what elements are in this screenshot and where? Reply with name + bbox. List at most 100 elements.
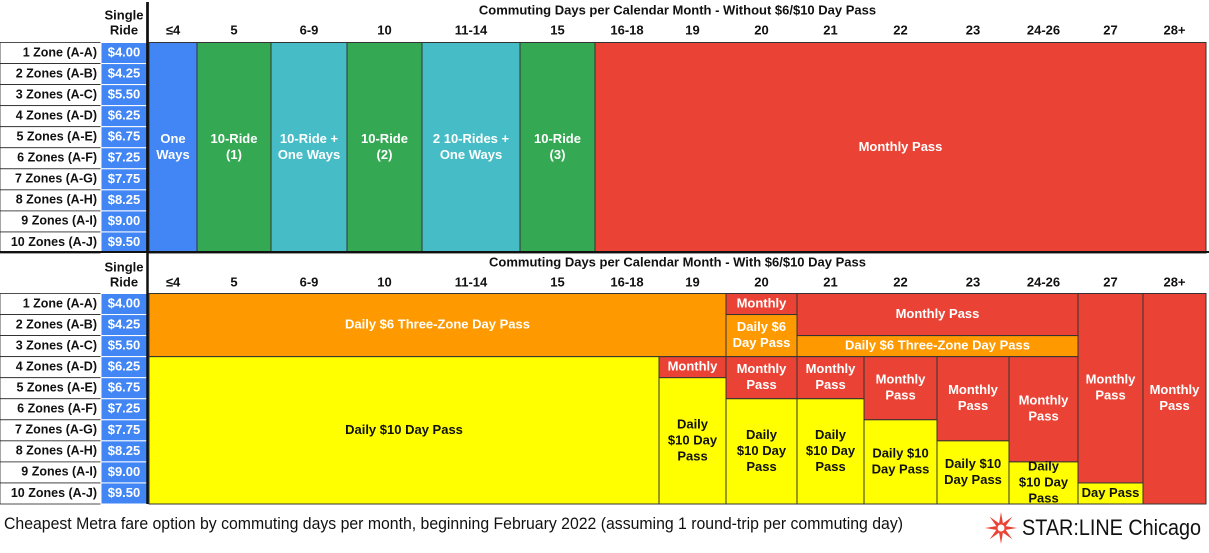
fare-option-daily-10-day-pass: [658, 377, 727, 505]
star-icon: [985, 512, 1017, 544]
fare-option-label: Daily: [1028, 458, 1060, 473]
fare-option-label: Pass: [746, 377, 776, 392]
fare-option-label: Pass: [815, 459, 845, 474]
fare-option-label: Pass: [677, 448, 707, 463]
fare-option-monthly-pass: [594, 42, 1207, 254]
day-column-header: 28+: [1163, 22, 1185, 37]
day-column-header: 22: [893, 22, 907, 37]
zone-label: 6 Zones (A-F): [17, 402, 97, 416]
fare-option-label: 10-Ride: [361, 131, 408, 146]
day-column-header: 15: [550, 22, 564, 37]
fare-option-label: Daily $6: [737, 319, 786, 334]
day-column-header: 15: [550, 274, 564, 289]
fare-value: $9.50: [108, 485, 141, 500]
zone-label: 10 Zones (A-J): [11, 235, 97, 249]
fare-option-label: Pass: [1028, 490, 1058, 505]
fare-option-monthly-pass: [936, 356, 1010, 442]
fare-option-daily-10-day-pass: [148, 356, 660, 505]
fare-value: $9.50: [108, 234, 141, 249]
fare-value: $4.25: [108, 66, 141, 81]
fare-option-label: Pass: [1095, 388, 1125, 403]
fare-option-label: Daily $10: [872, 445, 928, 460]
fare-value: $8.25: [108, 192, 141, 207]
day-column-header: 24-26: [1027, 274, 1060, 289]
fare-value: $7.75: [108, 422, 141, 437]
day-column-header: 20: [754, 274, 768, 289]
day-column-header: 11-14: [455, 274, 488, 289]
fare-option-label: Pass: [746, 459, 776, 474]
fare-option-monthly-pass: [1142, 293, 1207, 505]
fare-option-label: (1): [226, 147, 242, 162]
fare-option-label: One: [160, 131, 185, 146]
fare-option-label: $10 Day: [1019, 474, 1069, 489]
fare-option-label: 10-Ride: [211, 131, 258, 146]
day-column-header: 5: [230, 274, 237, 289]
day-column-header: 20: [754, 22, 768, 37]
fare-value: $7.25: [108, 401, 141, 416]
day-column-header: 19: [685, 22, 699, 37]
zone-label: 3 Zones (A-C): [16, 87, 97, 101]
table-title: Commuting Days per Calendar Month - With…: [489, 254, 866, 269]
fare-option-daily-10-day-pass: [1008, 461, 1079, 505]
fare-option-label: Pass: [1028, 409, 1058, 424]
day-column-header: 22: [893, 274, 907, 289]
fare-value: $6.75: [108, 129, 141, 144]
fare-option-monthly-pass: [1077, 293, 1144, 484]
day-column-header: 23: [966, 274, 980, 289]
fare-option-daily-10-day-pass: [936, 440, 1010, 505]
zone-label: 7 Zones (A-G): [15, 423, 97, 437]
fare-option-label: Daily $10 Day Pass: [345, 422, 463, 437]
fare-option-label: Monthly: [1150, 382, 1201, 397]
day-column-header: 6-9: [300, 22, 319, 37]
day-column-header: 23: [966, 22, 980, 37]
fare-option-label: Ways: [156, 147, 189, 162]
fare-option-monthly-pass: [725, 356, 798, 400]
fare-option-label: Pass: [885, 388, 915, 403]
fare-option-label: 10-Ride +: [280, 131, 339, 146]
zone-label: 8 Zones (A-H): [16, 444, 97, 458]
fare-option-label: One Ways: [440, 147, 502, 162]
fare-value: $5.50: [108, 338, 141, 353]
fare-value: $7.75: [108, 171, 141, 186]
fare-value: $9.00: [108, 464, 141, 479]
fare-option-label: Monthly: [737, 361, 788, 376]
zone-label: 6 Zones (A-F): [17, 151, 97, 165]
ride-header: Single: [104, 7, 143, 22]
fare-option-label: Day Pass: [872, 461, 930, 476]
fare-option-label: $10 Day: [806, 443, 856, 458]
fare-option-label: Monthly Pass: [859, 139, 943, 154]
fare-option-label: Daily: [746, 427, 778, 442]
fare-option-label: Monthly Pass: [896, 306, 980, 321]
fare-value: $5.50: [108, 87, 141, 102]
brand-logo: STAR:LINE Chicago: [984, 508, 1209, 548]
fare-option-monthly-pass: [863, 356, 938, 421]
fare-value: $4.00: [108, 44, 141, 59]
fare-option-daily-6-three-zone-day-pass: [148, 293, 727, 358]
day-column-header: 10: [377, 274, 391, 289]
day-column-header: 21: [823, 22, 837, 37]
star-center: [997, 524, 1005, 532]
fare-option-label: One Ways: [278, 147, 340, 162]
zone-label: 2 Zones (A-B): [16, 317, 97, 331]
day-column-header: ≤4: [166, 22, 181, 37]
brand-name: STAR:LINE Chicago: [1022, 515, 1202, 540]
day-column-header: ≤4: [166, 274, 181, 289]
fare-option-label: Monthly: [1086, 372, 1137, 387]
day-column-header: 11-14: [455, 22, 488, 37]
fare-option-10-ride-2: [346, 42, 423, 254]
day-column-header: 16-18: [610, 274, 643, 289]
zone-label: 3 Zones (A-C): [16, 338, 97, 352]
fare-option-label: Monthly: [806, 361, 857, 376]
zone-label: 9 Zones (A-I): [21, 465, 97, 479]
day-column-header: 24-26: [1027, 22, 1060, 37]
fare-option-label: Daily: [677, 416, 709, 431]
fare-value: $9.00: [108, 213, 141, 228]
fare-option-label: 2 10-Rides +: [433, 131, 510, 146]
fare-option-label: Day Pass: [944, 472, 1002, 487]
fare-option-label: Daily $6 Three-Zone Day Pass: [345, 317, 530, 332]
zone-label: 5 Zones (A-E): [16, 381, 97, 395]
fare-value: $4.25: [108, 317, 141, 332]
fare-option-label: Pass: [815, 377, 845, 392]
day-column-header: 27: [1103, 22, 1117, 37]
fare-option-label: Monthly: [737, 295, 788, 310]
